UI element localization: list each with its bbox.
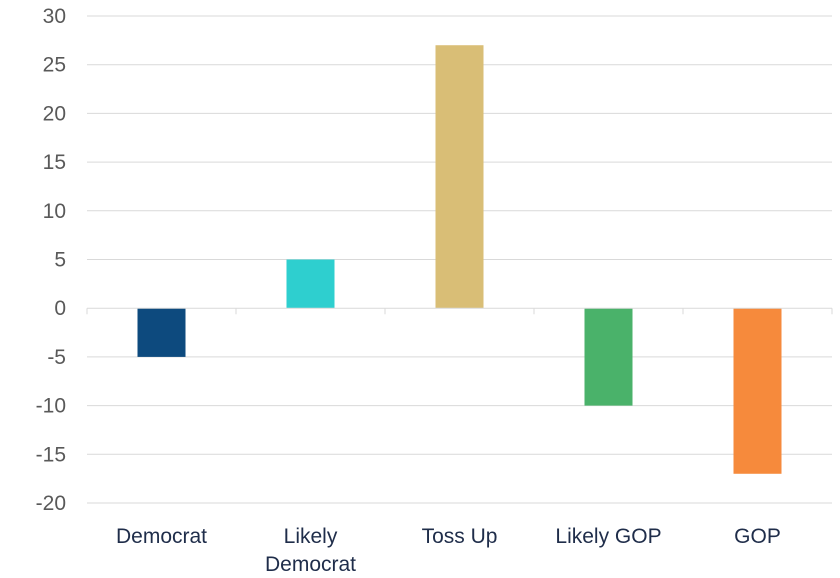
y-tick-label: -5: [47, 346, 66, 369]
x-category-label: Toss Up: [422, 525, 498, 548]
bar: [435, 45, 484, 309]
bar: [733, 308, 782, 474]
y-tick-label: 5: [54, 249, 66, 272]
y-tick-label: 15: [43, 151, 66, 174]
bars: [137, 45, 782, 474]
bar: [584, 308, 633, 406]
x-category-label: Likely GOP: [555, 525, 661, 548]
y-tick-label: 0: [54, 297, 66, 320]
y-tick-label: 30: [43, 5, 66, 28]
y-axis-tick-labels: 30 25 20 15 10 5 0 -5 -10 -15 -20: [36, 5, 66, 515]
bar: [286, 259, 335, 309]
bar: [137, 308, 186, 357]
y-tick-label: -10: [36, 395, 66, 418]
x-category-label-line: Likely GOP: [555, 525, 661, 548]
y-tick-label: -20: [36, 492, 66, 515]
x-category-label-line: Democrat: [265, 553, 356, 576]
x-axis-category-labels: Democrat Likely Democrat Toss Up Likely GOP G…: [116, 525, 781, 576]
y-tick-label: 20: [43, 102, 66, 125]
x-category-label-line: Likely: [284, 525, 338, 548]
x-category-label: Democrat: [116, 525, 207, 548]
zero-axis: [86, 307, 833, 315]
x-category-label-line: Toss Up: [422, 525, 498, 548]
x-category-label-line: GOP: [734, 525, 781, 548]
y-tick-label: 25: [43, 54, 66, 77]
x-category-label-line: Democrat: [116, 525, 207, 548]
y-tick-label: -15: [36, 443, 66, 466]
x-category-label: Likely Democrat: [265, 525, 356, 576]
y-tick-label: 10: [43, 200, 66, 223]
x-category-label: GOP: [734, 525, 781, 548]
